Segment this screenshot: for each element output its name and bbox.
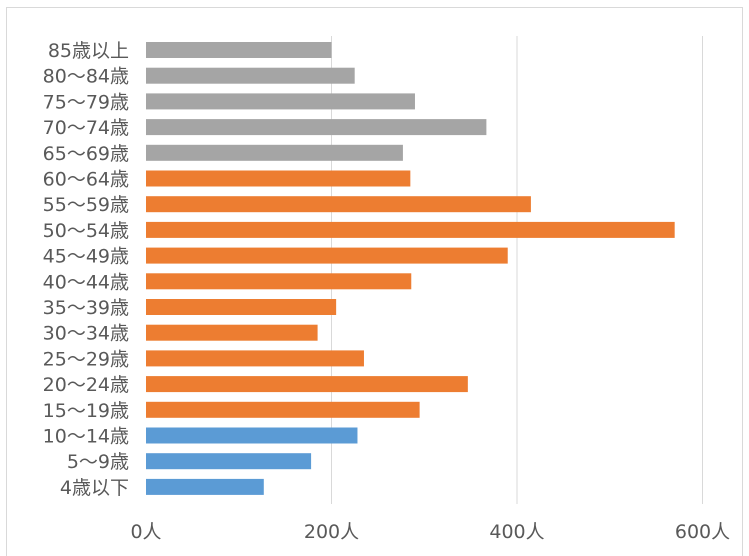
bar-7 [146,221,675,238]
bar-15 [146,427,358,444]
category-labels: 85歳以上 80～84歳 75～79歳 70～74歳 65～69歳 60～64歳 55～59… [43,40,129,499]
bars [146,42,675,495]
bar-12 [146,350,364,367]
category-label-3: 70～74歳 [43,117,129,139]
category-label-9: 40～44歳 [43,271,129,293]
bar-1 [146,67,355,84]
category-label-12: 25～29歳 [43,348,129,370]
x-tick-label-600: 600人 [675,521,730,543]
bar-11 [146,324,318,341]
category-label-0: 85歳以上 [48,40,129,62]
bar-6 [146,196,531,213]
category-label-6: 55～59歳 [43,194,129,216]
category-label-14: 15～19歳 [43,400,129,422]
category-label-4: 65～69歳 [43,143,129,165]
bar-10 [146,299,337,315]
x-tick-label-400: 400人 [489,521,544,543]
category-label-16: 5～9歳 [67,451,129,473]
category-label-11: 30～34歳 [43,323,129,345]
gridlines [331,36,703,504]
bar-2 [146,93,415,110]
bar-14 [146,401,420,418]
bar-4 [146,144,403,161]
category-label-15: 10～14歳 [43,426,129,448]
bar-0 [146,42,332,58]
category-label-8: 45～49歳 [43,246,129,268]
bar-13 [146,376,468,393]
bar-8 [146,247,508,264]
category-label-17: 4歳以下 [60,477,129,499]
bar-5 [146,170,411,187]
bar-16 [146,453,312,470]
x-tick-labels: 0人 200人 400人 600人 [130,521,730,543]
bar-3 [146,119,487,136]
bar-9 [146,273,412,290]
bar-17 [146,478,264,495]
x-tick-label-200: 200人 [304,521,359,543]
category-label-5: 60～64歳 [43,169,129,191]
category-label-7: 50～54歳 [43,220,129,242]
category-label-2: 75～79歳 [43,91,129,113]
category-label-10: 35～39歳 [43,297,129,319]
category-label-1: 80～84歳 [43,66,129,88]
x-tick-label-0: 0人 [130,521,161,543]
category-label-13: 20～24歳 [43,374,129,396]
